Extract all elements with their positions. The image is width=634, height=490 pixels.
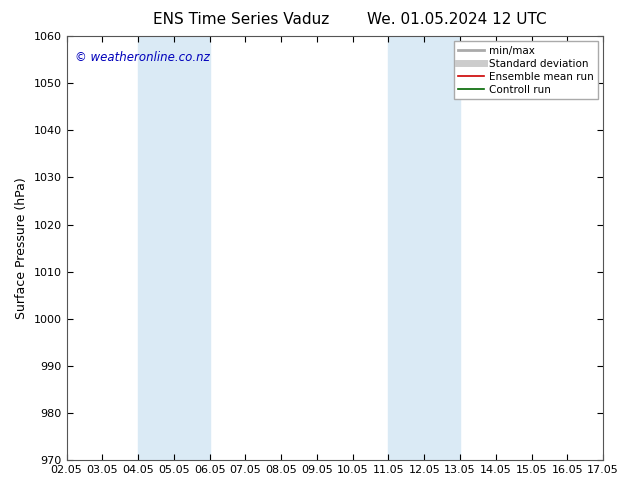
Text: © weatheronline.co.nz: © weatheronline.co.nz xyxy=(75,51,209,64)
Legend: min/max, Standard deviation, Ensemble mean run, Controll run: min/max, Standard deviation, Ensemble me… xyxy=(453,41,598,99)
Bar xyxy=(389,36,460,460)
Text: ENS Time Series Vaduz: ENS Time Series Vaduz xyxy=(153,12,329,27)
Text: We. 01.05.2024 12 UTC: We. 01.05.2024 12 UTC xyxy=(366,12,547,27)
Y-axis label: Surface Pressure (hPa): Surface Pressure (hPa) xyxy=(15,177,28,319)
Bar xyxy=(138,36,210,460)
